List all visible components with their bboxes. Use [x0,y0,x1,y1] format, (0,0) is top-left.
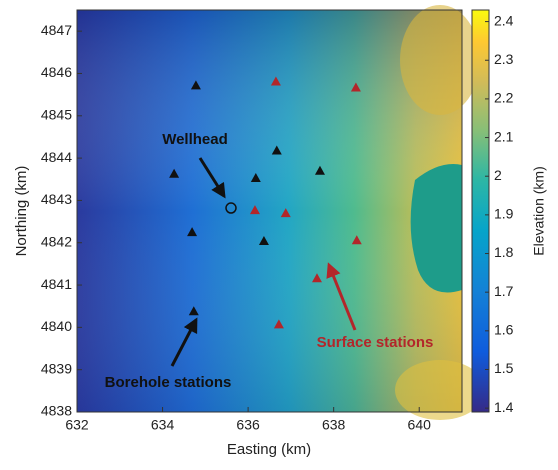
colorbar-tick-label: 1.4 [494,399,514,415]
colorbar-tick-label: 2.2 [494,90,514,106]
colorbar-tick-label: 1.7 [494,283,514,299]
x-axis-label: Easting (km) [227,441,311,458]
y-tick-label: 4844 [41,149,72,165]
y-tick-label: 4840 [41,318,72,334]
y-tick-label: 4843 [41,191,72,207]
annotation: Surface stations [317,334,434,351]
y-tick-label: 4842 [41,233,72,249]
x-tick-label: 636 [236,417,260,433]
y-tick-label: 4846 [41,64,72,80]
y-tick-label: 4847 [41,22,72,38]
x-tick-label: 634 [151,417,175,433]
colorbar-label: Elevation (km) [531,166,547,255]
y-tick-label: 4845 [41,106,72,122]
y-tick-label: 4838 [41,403,72,419]
terrain [77,5,485,420]
annotation: Wellhead [162,131,228,148]
x-tick-label: 640 [408,417,432,433]
colorbar-tick-label: 1.6 [494,322,514,338]
x-tick-label: 632 [65,417,89,433]
colorbar-tick-label: 2 [494,167,502,183]
colorbar-tick-label: 2.4 [494,12,514,28]
colorbar-tick-label: 1.8 [494,244,514,260]
y-tick-label: 4839 [41,360,72,376]
x-tick-label: 638 [322,417,346,433]
y-axis-label: Northing (km) [13,166,30,257]
colorbar [472,10,489,412]
colorbar-tick-label: 1.5 [494,360,514,376]
colorbar-tick-label: 2.3 [494,51,514,67]
colorbar-tick-label: 2.1 [494,128,514,144]
colorbar-tick-label: 1.9 [494,206,514,222]
chart: Easting (km) Northing (km) Elevation (km… [0,0,558,465]
y-tick-label: 4841 [41,276,72,292]
annotation: Borehole stations [105,374,232,391]
